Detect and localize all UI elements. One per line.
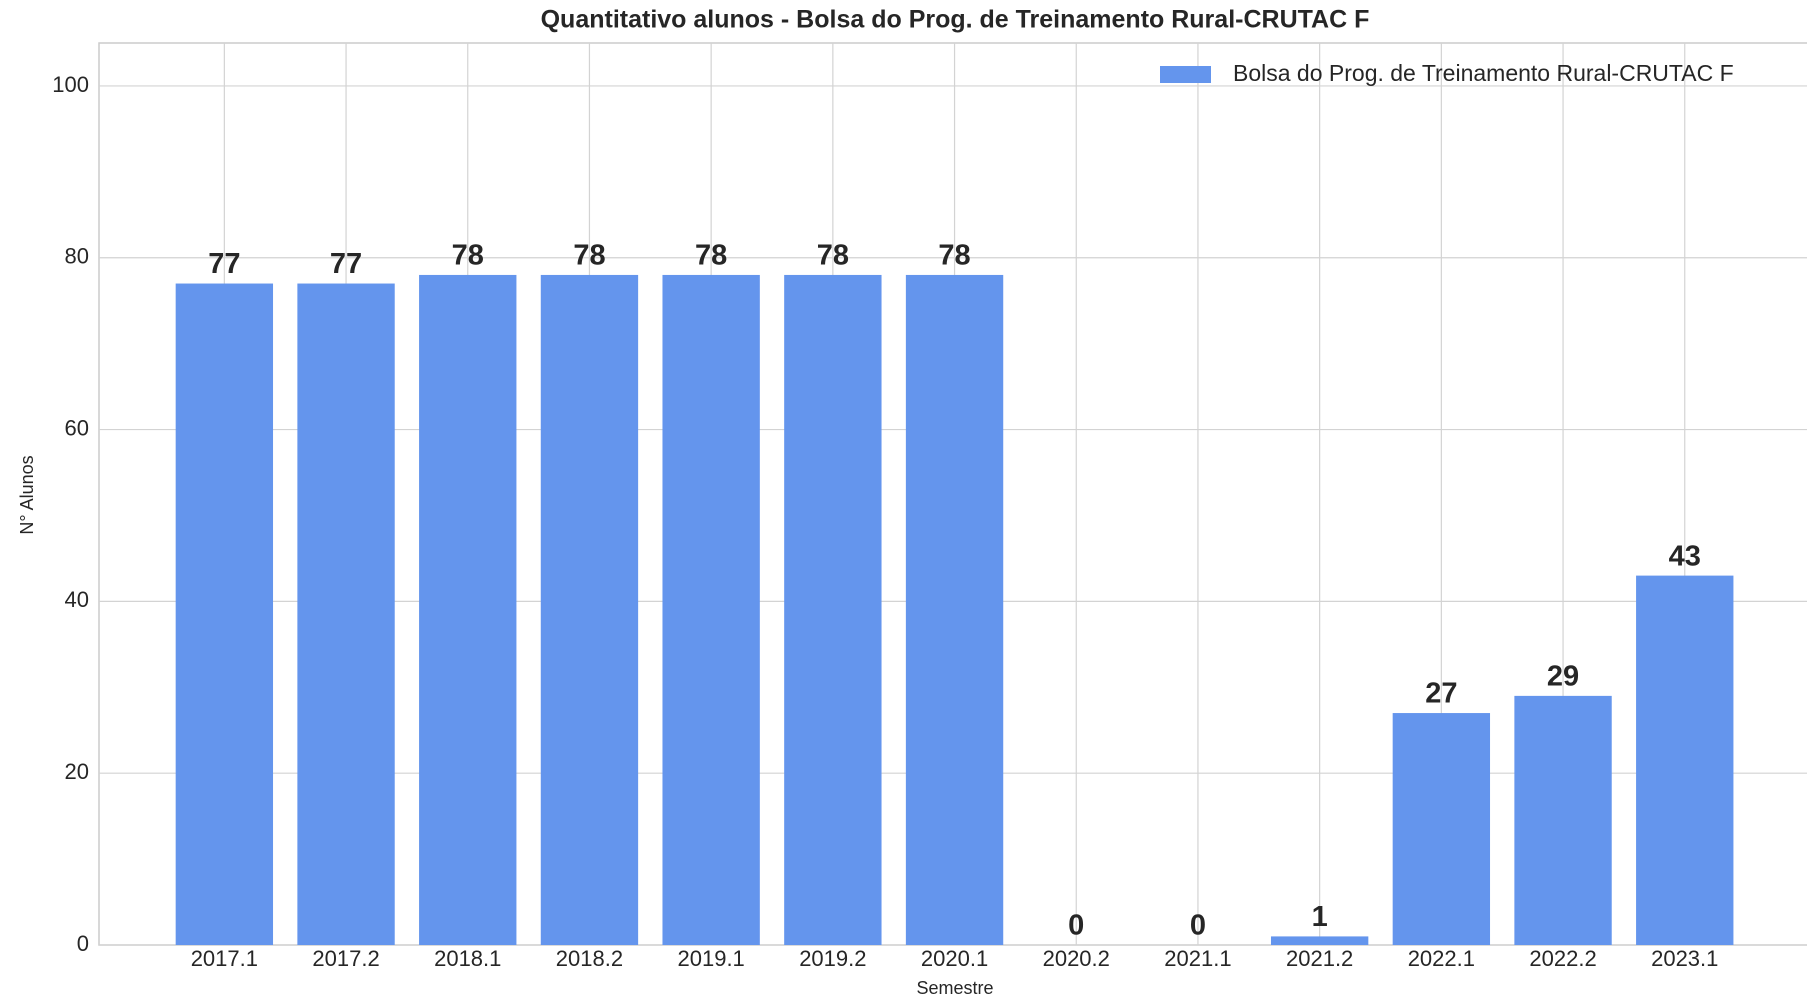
bar [784, 274, 882, 945]
y-axis-label: N° Alunos [17, 455, 37, 534]
data-label: 43 [1669, 540, 1701, 572]
y-tick-label: 60 [65, 415, 89, 440]
data-label: 78 [573, 240, 605, 272]
x-tick-label: 2023.1 [1651, 946, 1718, 971]
x-tick-label: 2017.1 [191, 946, 258, 971]
x-tick-label: 2022.2 [1529, 946, 1596, 971]
x-tick-label: 2020.2 [1043, 946, 1110, 971]
x-tick-label: 2019.1 [678, 946, 745, 971]
data-label: 0 [1068, 910, 1084, 942]
data-label: 78 [938, 240, 970, 272]
y-tick-label: 100 [52, 72, 89, 97]
bar [540, 274, 639, 945]
legend-swatch [1160, 66, 1211, 83]
data-label: 78 [452, 240, 484, 272]
bar [1514, 695, 1612, 945]
x-tick-label: 2021.1 [1164, 946, 1231, 971]
x-tick-label: 2018.1 [434, 946, 501, 971]
y-tick-label: 0 [77, 931, 89, 956]
bar [1270, 936, 1369, 945]
data-label: 78 [817, 240, 849, 272]
data-label: 27 [1425, 678, 1457, 710]
y-tick-label: 20 [65, 759, 89, 784]
y-tick-label: 40 [65, 587, 89, 612]
bar [905, 274, 1004, 945]
bar [297, 283, 395, 945]
legend-label: Bolsa do Prog. de Treinamento Rural-CRUT… [1233, 60, 1734, 86]
x-tick-label: 2022.1 [1408, 946, 1475, 971]
x-tick-label: 2021.2 [1286, 946, 1353, 971]
y-tick-label: 80 [65, 244, 89, 269]
data-label: 0 [1190, 910, 1206, 942]
x-tick-label: 2019.2 [799, 946, 866, 971]
bar [175, 283, 274, 945]
data-label: 1 [1312, 901, 1328, 933]
x-tick-label: 2020.1 [921, 946, 988, 971]
bar [1392, 713, 1491, 945]
data-label: 29 [1547, 661, 1579, 693]
data-label: 78 [695, 240, 727, 272]
bar [419, 274, 517, 945]
x-axis-label: Semestre [916, 978, 993, 998]
data-label: 77 [330, 248, 362, 280]
x-tick-label: 2017.2 [312, 946, 379, 971]
bar [662, 274, 760, 945]
data-label: 77 [208, 248, 240, 280]
x-tick-label: 2018.2 [556, 946, 623, 971]
bar [1636, 575, 1734, 945]
chart-title: Quantitativo alunos - Bolsa do Prog. de … [541, 6, 1370, 34]
